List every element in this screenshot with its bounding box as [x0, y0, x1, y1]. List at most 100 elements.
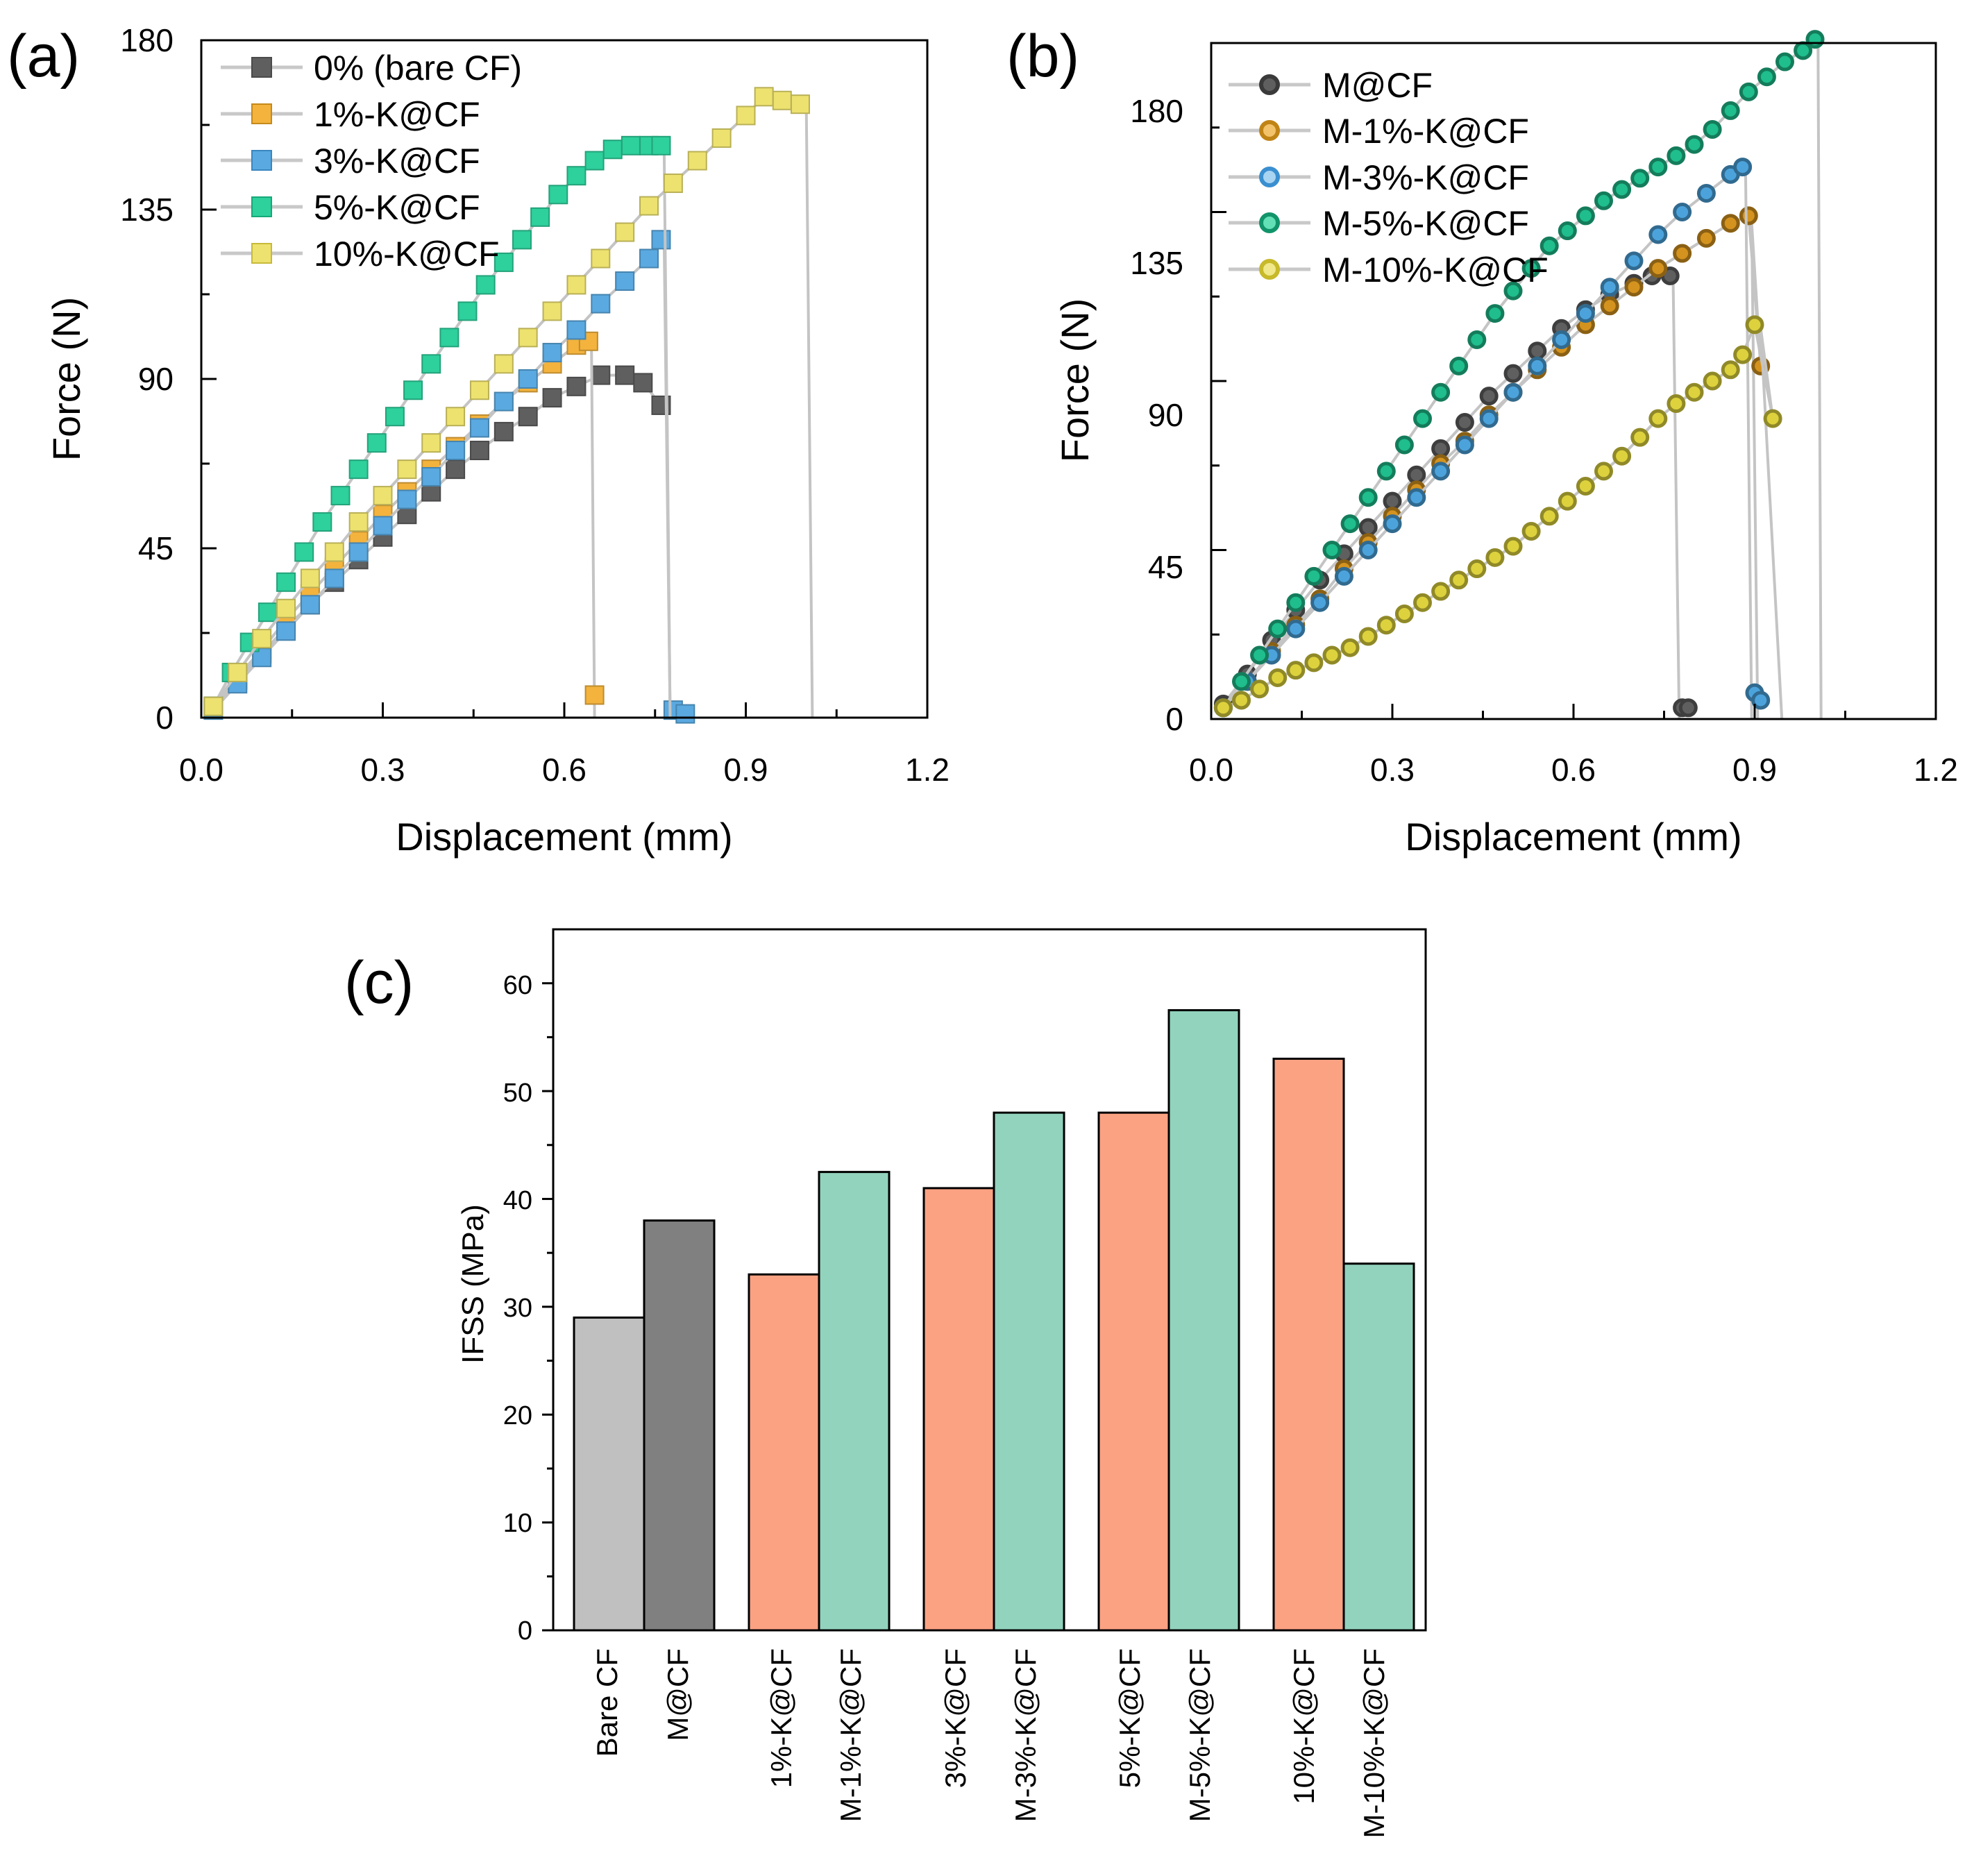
series-line — [1222, 274, 1681, 720]
category-label: M-1%-K@CF — [834, 1648, 867, 1822]
legend-marker — [251, 196, 272, 217]
data-point — [1431, 382, 1451, 402]
data-point — [324, 568, 344, 589]
data-point — [312, 512, 332, 532]
data-point — [1721, 214, 1740, 233]
data-point — [651, 230, 671, 250]
data-point — [1763, 409, 1782, 428]
series-4 — [1213, 30, 1825, 720]
legend-marker — [251, 150, 272, 171]
data-point — [1521, 521, 1541, 541]
data-point — [1485, 304, 1505, 323]
data-point — [1805, 30, 1825, 49]
y-tick-label: 30 — [503, 1294, 532, 1323]
data-point — [348, 542, 369, 562]
data-point — [1745, 315, 1764, 335]
data-point — [566, 166, 587, 186]
data-point — [494, 354, 514, 374]
data-point — [1696, 228, 1716, 248]
series-3 — [1213, 158, 1771, 720]
data-point — [1376, 462, 1396, 481]
legend-label: M-1%-K@CF — [1322, 112, 1529, 151]
category-label: M-10%-K@CF — [1358, 1648, 1390, 1839]
data-point — [1286, 619, 1306, 639]
x-tick-label: 0.9 — [1732, 752, 1777, 788]
legend-marker — [251, 243, 272, 264]
data-point — [494, 391, 514, 412]
data-point — [324, 542, 344, 562]
data-point — [203, 696, 223, 716]
y-axis-title: IFSS (MPa) — [456, 1204, 490, 1364]
series-3 — [203, 230, 695, 724]
bar — [573, 1316, 646, 1632]
data-point — [469, 418, 489, 438]
data-point — [1576, 206, 1595, 226]
data-point — [276, 621, 296, 641]
data-point — [518, 407, 538, 427]
data-point — [639, 248, 659, 269]
data-point — [446, 407, 466, 427]
data-point — [1358, 541, 1378, 559]
data-point — [530, 207, 550, 227]
data-point — [687, 151, 707, 171]
data-point — [1528, 341, 1547, 361]
data-point — [512, 230, 532, 250]
category-label: M@CF — [661, 1648, 694, 1741]
data-point — [518, 369, 538, 389]
legend-label: M@CF — [1322, 66, 1433, 105]
data-point — [494, 252, 514, 272]
data-point — [542, 343, 562, 363]
data-point — [1739, 82, 1758, 101]
panel-b-ticks — [1210, 42, 1937, 720]
panel-c-label: (c) — [344, 949, 414, 1016]
data-point — [615, 271, 635, 291]
data-point — [1757, 67, 1776, 87]
y-tick-label: 90 — [138, 361, 174, 397]
data-point — [651, 135, 671, 155]
data-point — [1449, 571, 1469, 590]
x-tick-label: 0.3 — [1370, 752, 1415, 788]
data-point — [1268, 668, 1288, 687]
data-point — [385, 407, 405, 427]
data-point — [1413, 593, 1432, 612]
bar — [748, 1273, 820, 1632]
legend-label: 1%-K@CF — [314, 95, 480, 134]
panel-c-ticks — [542, 982, 553, 1632]
data-point — [615, 222, 635, 242]
data-point — [1322, 541, 1342, 559]
data-point — [421, 433, 441, 453]
data-point — [1394, 604, 1414, 623]
data-point — [542, 388, 562, 408]
panel-a: (a) 0.0 0.3 0.6 0.9 1.2 0 45 90 135 180 … — [7, 22, 950, 859]
panel-c-category-labels: Bare CF M@CF 1%-K@CF M-1%-K@CF 3%-K@CF M… — [591, 1648, 1390, 1839]
data-point — [1232, 691, 1251, 710]
y-tick-label: 0 — [155, 700, 174, 736]
panel-c-frame — [552, 928, 1427, 1632]
data-point — [1503, 364, 1523, 383]
y-tick-label: 50 — [503, 1079, 532, 1108]
legend-label: 0% (bare CF) — [314, 49, 522, 87]
data-point — [1304, 653, 1324, 673]
data-point — [1485, 548, 1505, 567]
data-point — [276, 572, 296, 592]
data-point — [258, 602, 278, 623]
category-label: 1%-K@CF — [765, 1648, 798, 1788]
data-point — [397, 459, 417, 480]
data-point — [469, 380, 489, 400]
y-tick-label: 180 — [1130, 93, 1183, 129]
data-point — [566, 275, 587, 295]
y-tick-label: 90 — [1148, 397, 1183, 433]
panel-a-label: (a) — [7, 23, 80, 90]
data-point — [1703, 119, 1722, 139]
data-point — [252, 629, 272, 649]
data-point — [1678, 698, 1698, 718]
data-point — [602, 140, 623, 160]
data-point — [494, 421, 514, 441]
data-point — [584, 685, 605, 705]
data-point — [1467, 330, 1487, 349]
x-tick-label: 0.9 — [724, 752, 768, 788]
data-point — [1394, 435, 1414, 455]
series-5 — [1213, 315, 1784, 720]
data-point — [1539, 236, 1559, 255]
y-tick-label: 45 — [1148, 549, 1183, 585]
